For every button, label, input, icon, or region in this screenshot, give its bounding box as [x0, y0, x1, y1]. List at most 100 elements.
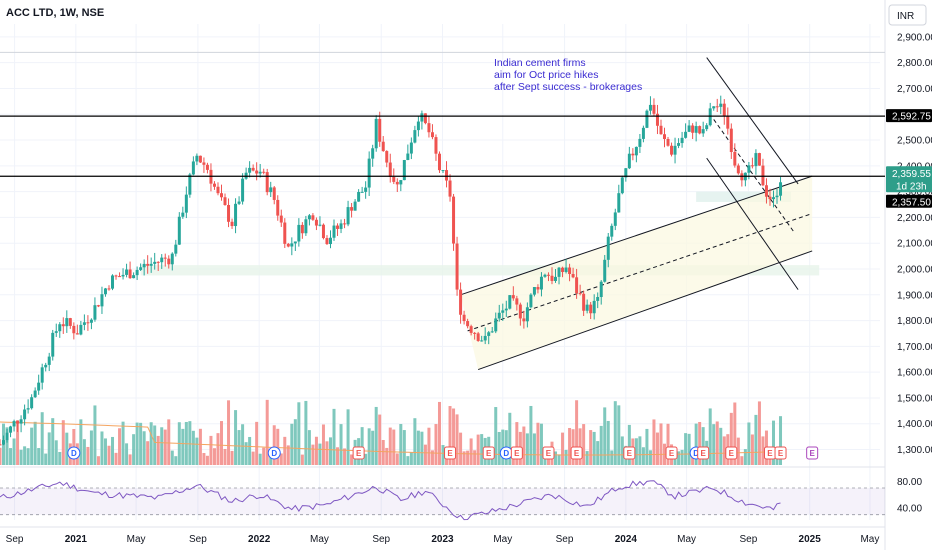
volume-bar: [23, 446, 27, 465]
volume-bar: [286, 445, 290, 465]
dividend-marker[interactable]: D: [67, 446, 81, 460]
price-tag-box: [886, 166, 932, 193]
candle-body: [757, 153, 761, 166]
volume-bar: [89, 430, 93, 465]
volume-bar: [546, 456, 550, 465]
candle-body: [272, 187, 276, 200]
channel-midline: [467, 213, 813, 332]
earnings-marker[interactable]: E: [444, 446, 457, 460]
volume-bar: [19, 449, 23, 465]
volume-bar: [743, 449, 747, 465]
earnings-marker[interactable]: E: [697, 446, 710, 460]
candles[interactable]: [0, 95, 783, 446]
marker-shape: [570, 446, 583, 460]
candle-body: [223, 197, 227, 206]
chart-title: ACC LTD, 1W, NSE: [6, 7, 104, 19]
candle-body: [729, 128, 733, 153]
earnings-marker[interactable]: E: [763, 446, 776, 460]
volume-bar: [103, 438, 107, 465]
candle-body: [416, 121, 420, 131]
candle-body: [554, 276, 558, 281]
volume-bar: [434, 424, 438, 465]
volume-bar: [314, 436, 318, 465]
rsi-band: [0, 488, 885, 515]
volume-bar: [234, 410, 238, 465]
volume-bar: [568, 427, 572, 465]
candle-body: [304, 219, 308, 234]
candle-body: [652, 104, 656, 114]
earnings-marker[interactable]: E: [665, 446, 678, 460]
volume-bar: [346, 409, 350, 465]
candle-body: [437, 153, 441, 171]
candle-body: [571, 274, 575, 278]
earnings-marker[interactable]: E: [510, 446, 523, 460]
candle-body: [336, 225, 340, 229]
volume-bar: [153, 425, 157, 465]
volume-bar: [332, 408, 336, 465]
earnings-marker[interactable]: E: [725, 446, 738, 460]
volume-bar: [321, 424, 325, 465]
candle-body: [518, 304, 522, 319]
volume-bar: [779, 416, 783, 465]
earnings-marker[interactable]: E: [570, 446, 583, 460]
support-zone: [696, 191, 792, 202]
candle-body: [452, 196, 456, 244]
candle-body: [663, 134, 667, 139]
earnings-marker[interactable]: E: [482, 446, 495, 460]
volume-bar: [409, 452, 413, 465]
candle-body: [378, 118, 382, 142]
candle-body: [19, 419, 23, 424]
candle-body: [691, 125, 695, 133]
candle-body: [286, 243, 290, 247]
candle-body: [434, 137, 438, 154]
volume-bar: [293, 419, 297, 465]
price-tag-label: 2,359.55: [892, 169, 931, 180]
volume-bar: [311, 444, 315, 465]
earnings-marker[interactable]: E: [352, 446, 365, 460]
volume-bar: [606, 420, 610, 465]
volume-bar: [125, 443, 129, 465]
volume-bar: [437, 401, 441, 465]
volume-bar: [128, 454, 132, 465]
earnings-marker[interactable]: E: [542, 446, 555, 460]
currency-box[interactable]: INR: [888, 4, 927, 26]
candle-body: [413, 130, 417, 143]
volume-bar: [100, 431, 104, 465]
price-tag: 2,357.50: [886, 194, 932, 208]
dividend-marker[interactable]: D: [267, 446, 281, 460]
x-tick-label: Sep: [556, 534, 574, 545]
volume-bar: [395, 453, 399, 465]
candle-body: [374, 118, 378, 149]
volume-bar: [638, 436, 642, 465]
horizontal-lines[interactable]: [0, 51, 885, 177]
y-tick-label: 1,600.00: [897, 368, 932, 379]
volume-bar: [220, 421, 224, 465]
y-tick-label: 1,800.00: [897, 316, 932, 327]
candle-body: [673, 145, 677, 155]
volume-bar: [733, 402, 737, 465]
candle-body: [153, 261, 157, 264]
candle-body: [279, 215, 283, 223]
candle-body: [677, 143, 681, 146]
volume-bar: [51, 418, 55, 465]
candle-body: [582, 293, 586, 311]
volume-bar: [402, 430, 406, 465]
marker-label: E: [778, 449, 784, 458]
candle-body: [202, 162, 206, 165]
earnings-marker[interactable]: E: [806, 446, 819, 460]
dividend-marker[interactable]: D: [499, 446, 513, 460]
volume-bar: [209, 435, 213, 465]
volume-bar: [44, 453, 48, 465]
price-tag-label: 2,592.75: [892, 112, 931, 123]
volume-bar: [96, 456, 100, 465]
volume-bar: [522, 426, 526, 465]
annotation-line-2: aim for Oct price hikes: [494, 69, 598, 81]
earnings-marker[interactable]: E: [774, 446, 787, 460]
volume-bar: [627, 424, 631, 465]
marker-label: E: [767, 449, 773, 458]
earnings-marker[interactable]: E: [623, 446, 636, 460]
candle-body: [227, 205, 231, 222]
